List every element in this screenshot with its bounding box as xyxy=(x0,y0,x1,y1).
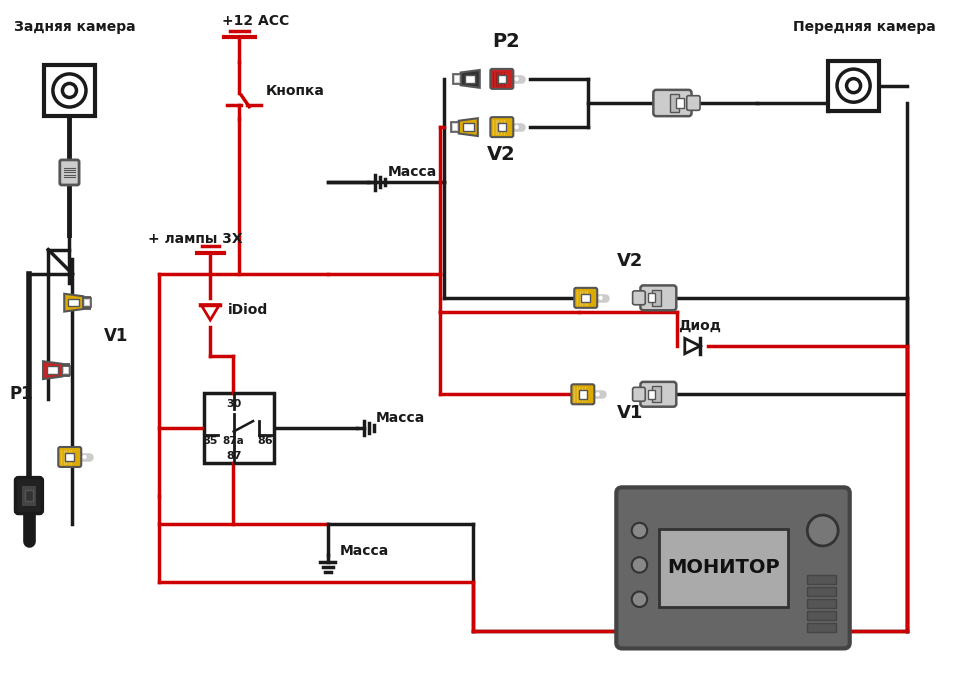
Bar xyxy=(659,529,788,607)
Text: МОНИТОР: МОНИТОР xyxy=(667,559,780,578)
Bar xyxy=(63,368,67,373)
Text: 30: 30 xyxy=(226,399,241,409)
Bar xyxy=(453,74,461,83)
FancyBboxPatch shape xyxy=(633,291,645,304)
Circle shape xyxy=(837,69,870,102)
Polygon shape xyxy=(64,294,84,312)
Bar xyxy=(68,299,79,307)
Circle shape xyxy=(62,83,77,97)
Text: + лампы 3Х: + лампы 3Х xyxy=(148,232,242,246)
Bar xyxy=(47,366,58,374)
Bar xyxy=(497,75,506,83)
FancyBboxPatch shape xyxy=(15,477,42,514)
Text: +12 ACC: +12 ACC xyxy=(222,14,289,28)
FancyBboxPatch shape xyxy=(640,286,676,310)
Text: V2: V2 xyxy=(617,252,643,270)
Polygon shape xyxy=(684,338,700,354)
Text: Кнопка: Кнопка xyxy=(266,84,325,98)
Circle shape xyxy=(847,78,860,92)
Text: iDiod: iDiod xyxy=(228,303,268,317)
FancyBboxPatch shape xyxy=(491,69,514,89)
Text: Масса: Масса xyxy=(376,412,425,426)
Bar xyxy=(582,293,590,302)
Text: V2: V2 xyxy=(487,145,516,164)
Bar xyxy=(65,453,74,461)
Bar xyxy=(807,599,836,608)
Circle shape xyxy=(598,295,603,300)
Text: Задняя камера: Задняя камера xyxy=(13,20,135,34)
Text: 87a: 87a xyxy=(223,435,245,445)
Bar xyxy=(807,575,836,584)
FancyBboxPatch shape xyxy=(574,288,597,308)
Bar xyxy=(497,123,506,132)
Bar xyxy=(828,61,878,111)
Bar xyxy=(579,390,588,398)
Bar xyxy=(807,587,836,596)
Text: Масса: Масса xyxy=(388,165,437,179)
Circle shape xyxy=(595,392,600,396)
Bar xyxy=(652,386,660,402)
Circle shape xyxy=(632,592,647,607)
Text: 86: 86 xyxy=(258,435,274,445)
FancyBboxPatch shape xyxy=(59,447,82,467)
Polygon shape xyxy=(43,361,62,379)
Bar xyxy=(204,393,274,463)
Bar xyxy=(807,611,836,620)
Circle shape xyxy=(632,557,647,573)
Text: Масса: Масса xyxy=(340,545,389,559)
Bar xyxy=(455,76,459,82)
FancyBboxPatch shape xyxy=(633,387,645,401)
Circle shape xyxy=(807,515,838,546)
Bar xyxy=(25,490,33,501)
Text: P2: P2 xyxy=(492,32,519,51)
Bar xyxy=(453,125,457,130)
Polygon shape xyxy=(459,118,478,136)
Bar xyxy=(84,298,91,307)
Text: Диод: Диод xyxy=(678,318,721,332)
FancyBboxPatch shape xyxy=(616,487,850,648)
Circle shape xyxy=(515,77,518,81)
Bar xyxy=(648,293,655,302)
Bar xyxy=(670,94,679,111)
Text: 85: 85 xyxy=(203,435,218,445)
Bar xyxy=(648,390,655,399)
FancyBboxPatch shape xyxy=(686,96,700,111)
FancyBboxPatch shape xyxy=(640,382,676,407)
Bar xyxy=(451,122,459,132)
Text: Передняя камера: Передняя камера xyxy=(793,20,936,34)
Bar xyxy=(22,486,36,505)
Circle shape xyxy=(632,523,647,538)
Text: V1: V1 xyxy=(105,327,129,345)
Circle shape xyxy=(515,125,518,130)
Bar xyxy=(62,365,69,375)
Bar xyxy=(463,123,473,131)
Polygon shape xyxy=(461,70,480,88)
Bar xyxy=(44,65,94,116)
FancyBboxPatch shape xyxy=(60,160,79,185)
FancyBboxPatch shape xyxy=(571,384,594,405)
Text: V1: V1 xyxy=(617,405,643,422)
Text: P1: P1 xyxy=(10,385,34,403)
FancyBboxPatch shape xyxy=(654,90,691,116)
Text: 87: 87 xyxy=(226,451,241,461)
Circle shape xyxy=(53,74,86,107)
Circle shape xyxy=(83,455,86,459)
Polygon shape xyxy=(201,304,220,320)
Bar xyxy=(85,300,89,305)
Bar xyxy=(807,623,836,632)
FancyBboxPatch shape xyxy=(491,117,514,137)
Bar xyxy=(677,98,684,108)
Bar xyxy=(652,290,660,306)
Bar xyxy=(465,75,475,83)
